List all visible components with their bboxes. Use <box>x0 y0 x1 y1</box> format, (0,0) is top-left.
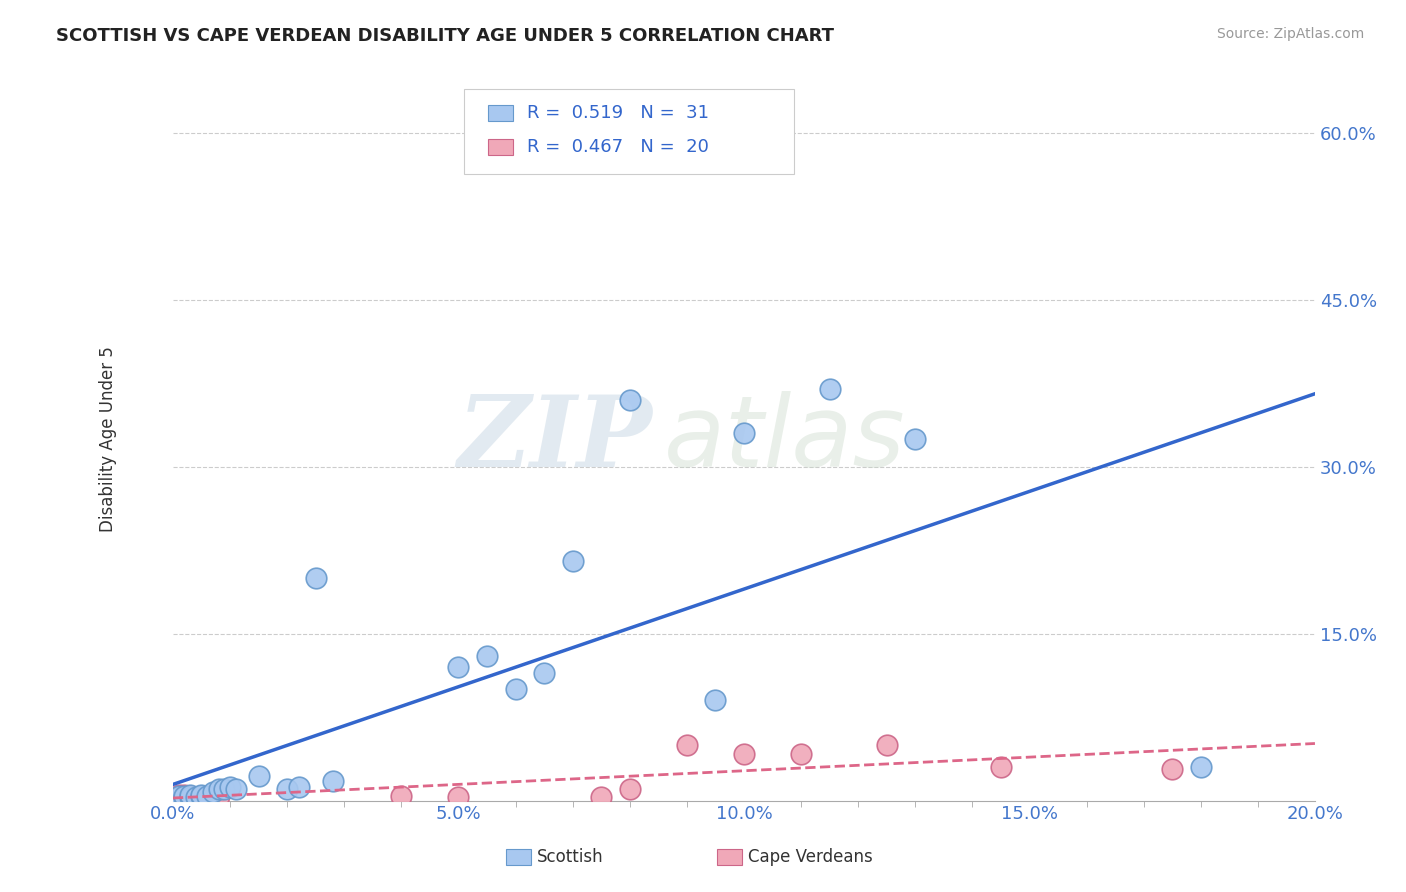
Point <box>207 782 229 797</box>
Point <box>173 790 195 805</box>
Point <box>247 769 270 783</box>
Point <box>990 760 1012 774</box>
Text: ZIP: ZIP <box>457 391 652 487</box>
Point <box>195 790 218 805</box>
Point <box>167 789 190 804</box>
Point <box>1161 763 1184 777</box>
Point <box>561 554 583 568</box>
Point <box>733 426 755 441</box>
Point <box>733 747 755 761</box>
Text: Source: ZipAtlas.com: Source: ZipAtlas.com <box>1216 27 1364 41</box>
Point <box>173 789 195 804</box>
Point <box>818 382 841 396</box>
Point <box>276 782 298 797</box>
Point <box>184 790 207 805</box>
Point <box>214 782 236 797</box>
Point <box>322 773 344 788</box>
Point <box>676 738 699 752</box>
Point <box>207 789 229 804</box>
Text: Scottish: Scottish <box>537 848 603 866</box>
Point <box>389 789 412 804</box>
Point <box>876 738 898 752</box>
Point <box>190 789 212 804</box>
Point <box>167 788 190 802</box>
Point <box>475 648 498 663</box>
Text: SCOTTISH VS CAPE VERDEAN DISABILITY AGE UNDER 5 CORRELATION CHART: SCOTTISH VS CAPE VERDEAN DISABILITY AGE … <box>56 27 834 45</box>
Point <box>619 393 641 408</box>
Point <box>305 571 328 585</box>
Point <box>179 790 201 805</box>
Text: atlas: atlas <box>664 391 905 488</box>
Point <box>619 782 641 797</box>
Text: R =  0.467   N =  20: R = 0.467 N = 20 <box>527 138 709 156</box>
Point <box>167 790 190 805</box>
Y-axis label: Disability Age Under 5: Disability Age Under 5 <box>100 346 117 532</box>
Point <box>190 789 212 804</box>
Point <box>591 790 613 805</box>
Point <box>201 790 224 805</box>
Point <box>219 780 242 795</box>
Point <box>225 782 247 797</box>
Point <box>447 660 470 674</box>
Point <box>167 790 190 805</box>
Point <box>505 682 527 697</box>
Point <box>195 789 218 804</box>
Point <box>904 432 927 446</box>
Point <box>704 693 727 707</box>
Point <box>447 790 470 805</box>
Point <box>790 747 813 761</box>
Point <box>190 788 212 802</box>
Text: Cape Verdeans: Cape Verdeans <box>748 848 873 866</box>
Point <box>173 788 195 802</box>
Point <box>184 790 207 805</box>
Point <box>173 790 195 805</box>
Point <box>201 785 224 799</box>
Point <box>179 788 201 802</box>
Point <box>287 780 309 795</box>
Text: R =  0.519   N =  31: R = 0.519 N = 31 <box>527 104 709 122</box>
Point <box>179 789 201 804</box>
Point <box>533 665 555 680</box>
Point <box>1189 760 1212 774</box>
